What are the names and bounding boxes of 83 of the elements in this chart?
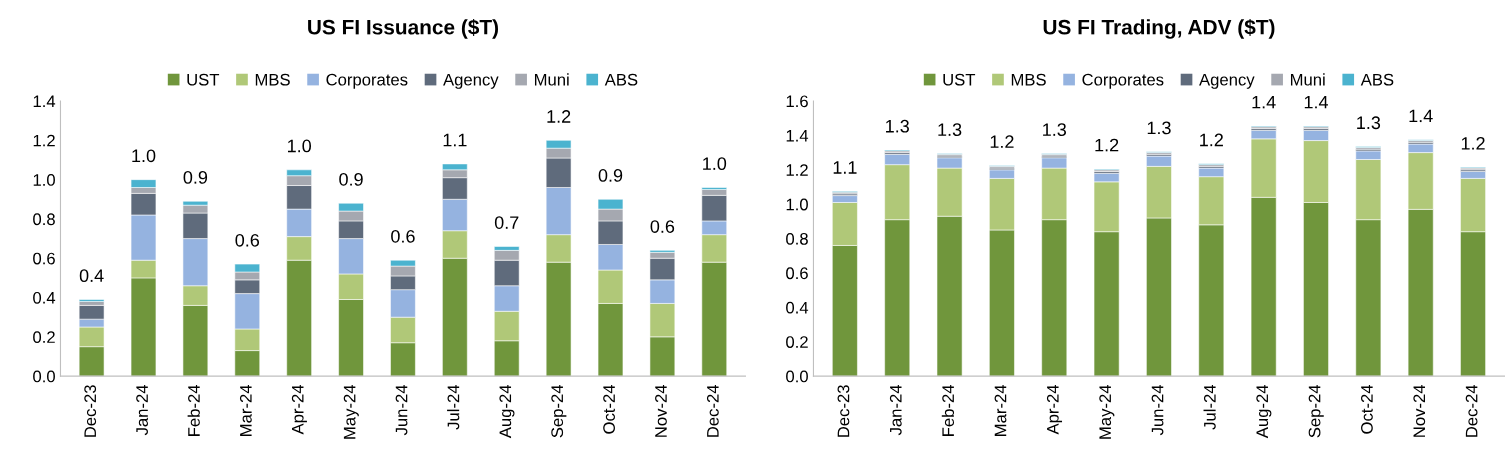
chart-title: US FI Trading, ADV ($T) <box>1043 18 1275 39</box>
y-tick-label: 0.2 <box>786 336 808 348</box>
total-label: 1.4 <box>1409 109 1433 123</box>
x-tick-label: Dec-23 <box>84 385 97 437</box>
y-tick-label: 0.6 <box>33 252 55 265</box>
total-label: 0.9 <box>598 169 623 182</box>
x-tick-label: Dec-24 <box>1465 384 1478 437</box>
x-tick-label: Oct-24 <box>603 384 615 434</box>
x-tick-label: Aug-24 <box>499 384 515 439</box>
x-tick-label: Sep-24 <box>1308 384 1324 438</box>
legend-label: ABS <box>604 73 638 86</box>
legend-label: Agency <box>443 73 499 89</box>
legend-label: MBS <box>1011 73 1046 86</box>
total-label: 1.0 <box>703 157 727 171</box>
x-tick-label: Jan-24 <box>136 384 148 436</box>
legend-label: Muni <box>1290 73 1325 86</box>
x-tick-label: Nov-24 <box>655 384 667 437</box>
total-label: 1.2 <box>1461 136 1485 150</box>
total-label: 1.2 <box>990 135 1014 148</box>
legend-label: UST <box>187 73 220 86</box>
y-tick-label: 1.4 <box>33 95 56 108</box>
y-tick-label: 0.6 <box>786 267 808 280</box>
x-tick-label: Feb-24 <box>187 384 200 436</box>
x-tick-label: Nov-24 <box>1413 384 1426 437</box>
legend-label: Muni <box>534 73 569 86</box>
x-tick-label: Apr-24 <box>291 384 307 435</box>
total-label: 1.2 <box>1095 138 1119 152</box>
y-tick-label: 0.4 <box>33 291 56 304</box>
y-tick-label: 0.2 <box>33 331 55 344</box>
y-tick-label: 0.8 <box>33 213 55 226</box>
x-tick-label: Jul-24 <box>1203 384 1216 430</box>
y-tick-label: 0.0 <box>786 370 808 383</box>
x-tick-label: Jun-24 <box>1151 384 1164 436</box>
total-label: 0.7 <box>494 216 519 229</box>
y-tick-label: 0.4 <box>786 301 809 314</box>
total-label: 1.3 <box>1043 123 1067 137</box>
y-tick-label: 1.0 <box>33 174 55 186</box>
total-label: 0.9 <box>339 172 363 186</box>
total-label: 1.1 <box>443 133 467 147</box>
total-label: 1.0 <box>288 139 312 153</box>
y-tick-label: 1.2 <box>33 134 55 147</box>
x-tick-label: Mar-24 <box>239 384 252 436</box>
total-label: 1.1 <box>833 161 857 174</box>
total-label: 1.3 <box>1357 116 1381 130</box>
x-tick-label: Apr-24 <box>1046 384 1063 435</box>
x-tick-label: Dec-24 <box>706 384 719 437</box>
y-tick-label: 1.6 <box>786 95 808 108</box>
x-tick-label: Jul-24 <box>447 384 460 430</box>
legend-label: Corporates <box>1082 73 1164 89</box>
chart-title: US FI Issuance ($T) <box>308 18 499 39</box>
legend-label: Agency <box>1199 73 1255 89</box>
x-tick-label: Mar-24 <box>994 384 1007 436</box>
total-label: 1.4 <box>1304 95 1329 109</box>
x-tick-label: Aug-24 <box>1256 384 1272 439</box>
legend-label: MBS <box>255 73 290 86</box>
y-tick-label: 0.0 <box>33 370 55 383</box>
x-tick-label: May-24 <box>1099 384 1115 439</box>
x-tick-label: Feb-24 <box>941 384 955 436</box>
total-label: 1.4 <box>1252 95 1276 109</box>
total-label: 0.6 <box>391 229 415 243</box>
legend-label: UST <box>943 73 976 86</box>
y-tick-label: 1.4 <box>786 129 809 142</box>
x-tick-label: May-24 <box>343 384 359 439</box>
total-label: 0.9 <box>183 171 208 184</box>
total-label: 1.0 <box>132 149 156 163</box>
x-tick-label: Oct-24 <box>1361 384 1373 434</box>
total-label: 0.6 <box>235 233 260 247</box>
x-tick-label: Jun-24 <box>395 384 408 436</box>
x-tick-label: Sep-24 <box>551 384 567 438</box>
total-label: 1.2 <box>1200 133 1223 147</box>
x-tick-label: Jan-24 <box>889 384 902 436</box>
total-label: 0.6 <box>650 220 675 233</box>
total-label: 1.3 <box>1147 121 1171 135</box>
total-label: 1.3 <box>938 123 962 137</box>
y-tick-label: 0.8 <box>786 232 808 245</box>
total-label: 1.2 <box>547 110 571 123</box>
y-tick-label: 1.2 <box>786 164 808 176</box>
total-label: 0.4 <box>79 269 104 283</box>
legend-label: ABS <box>1360 73 1394 86</box>
y-tick-label: 1.0 <box>786 198 808 211</box>
x-tick-label: Dec-23 <box>837 385 850 437</box>
legend-label: Corporates <box>326 73 408 89</box>
total-label: 1.3 <box>886 119 909 133</box>
